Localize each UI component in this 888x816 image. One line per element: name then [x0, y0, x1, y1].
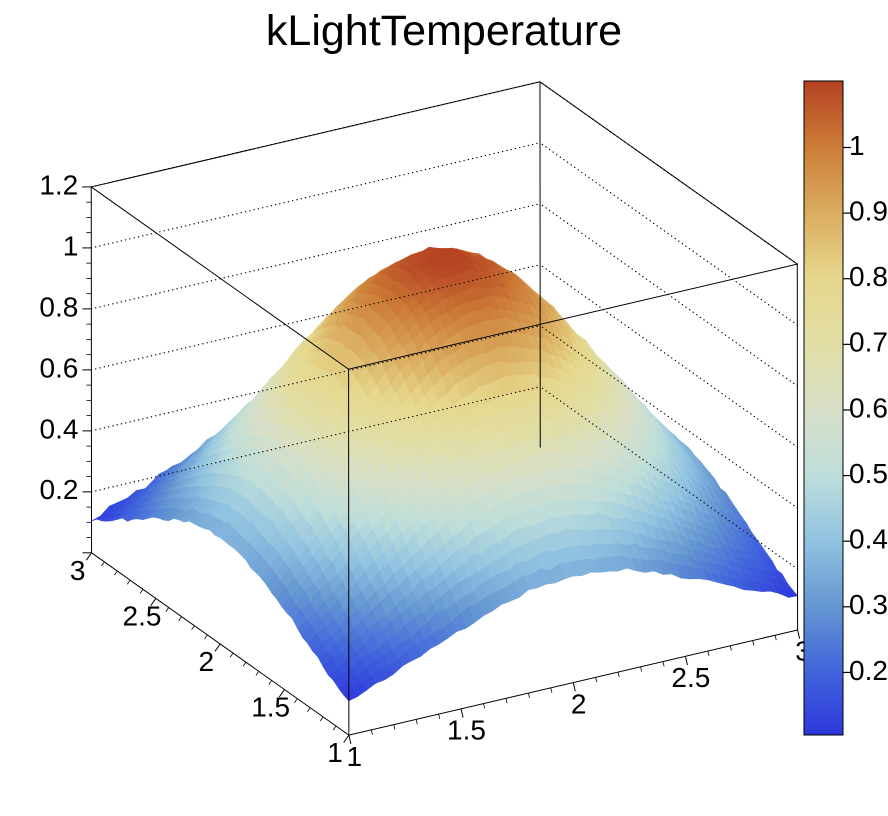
svg-text:kLightTemperature: kLightTemperature	[266, 7, 622, 55]
svg-text:0.2: 0.2	[849, 655, 888, 686]
svg-text:0.6: 0.6	[849, 392, 888, 423]
svg-text:2: 2	[199, 646, 215, 677]
svg-text:0.2: 0.2	[40, 474, 79, 505]
svg-text:0.4: 0.4	[849, 524, 888, 555]
svg-text:0.7: 0.7	[849, 327, 888, 358]
svg-text:3: 3	[70, 555, 86, 586]
svg-text:2.5: 2.5	[123, 600, 162, 631]
svg-text:0.4: 0.4	[40, 413, 79, 444]
svg-text:1: 1	[63, 230, 79, 261]
svg-text:1: 1	[327, 737, 343, 768]
svg-text:0.6: 0.6	[39, 352, 78, 383]
svg-text:1: 1	[849, 130, 865, 161]
svg-text:0.8: 0.8	[849, 261, 888, 292]
svg-text:0.8: 0.8	[39, 291, 78, 322]
svg-text:1.5: 1.5	[447, 715, 486, 746]
svg-text:0.3: 0.3	[849, 589, 888, 620]
svg-text:2: 2	[571, 688, 587, 719]
svg-text:1.2: 1.2	[39, 169, 78, 200]
svg-text:0.5: 0.5	[849, 458, 888, 489]
svg-text:0.9: 0.9	[849, 196, 888, 227]
svg-text:2.5: 2.5	[671, 662, 710, 693]
svg-text:1: 1	[347, 741, 363, 772]
svg-text:1.5: 1.5	[251, 692, 290, 723]
